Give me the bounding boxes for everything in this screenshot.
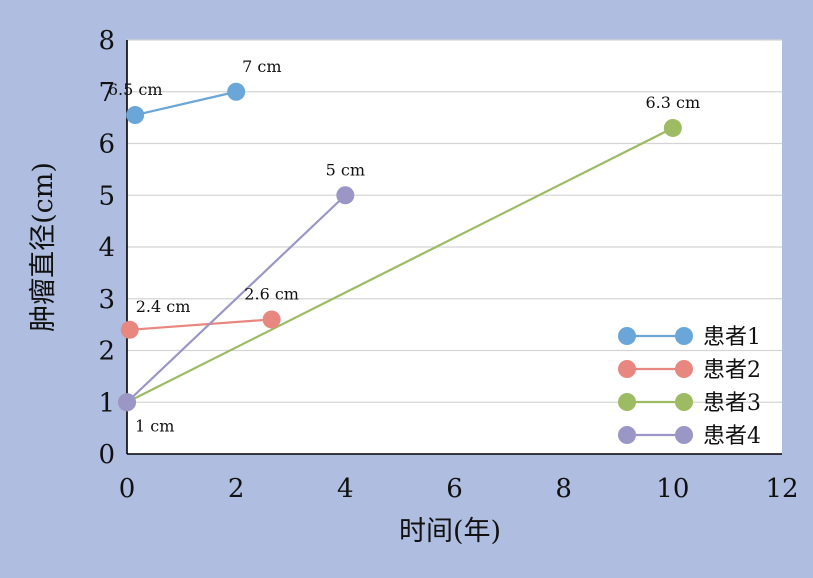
y-tick-label-6: 6 [98, 130, 115, 160]
legend-label-4: 患者4 [703, 424, 761, 449]
series-group [118, 82, 682, 412]
y-tick-label-3: 3 [98, 285, 115, 315]
legend-label-2: 患者2 [703, 358, 761, 383]
legend-marker-end-1 [675, 327, 693, 345]
y-tick-label-1: 1 [98, 388, 115, 418]
data-label-s4-2: 5 cm [326, 160, 365, 179]
data-labels: 6.5 cm 7 cm 2.4 cm 2.6 cm 6.3 cm 1 cm 5 cm [108, 57, 700, 436]
legend-marker-end-2 [675, 360, 693, 378]
data-point-s4-2 [336, 186, 355, 205]
x-tick-label-0: 0 [119, 474, 136, 504]
x-tick-label-6: 6 [446, 474, 463, 504]
y-tick-label-8: 8 [98, 26, 115, 56]
data-point-s4-1 [118, 393, 136, 412]
x-tick-label-2: 2 [228, 474, 245, 504]
x-tick-label-10: 10 [656, 474, 689, 504]
data-label-s2-2: 2.6 cm [244, 284, 299, 303]
legend-item-1: 患者1 [618, 325, 761, 350]
x-tick-label-4: 4 [337, 474, 354, 504]
legend-label-1: 患者1 [703, 325, 761, 350]
y-tick-label-0: 0 [98, 440, 115, 470]
x-tick-label-8: 8 [555, 474, 572, 504]
y-tick-label-2: 2 [98, 337, 115, 367]
y-tick-label-7: 7 [98, 78, 115, 108]
legend-item-3: 患者3 [618, 391, 761, 416]
data-label-s3-2: 6.3 cm [645, 93, 700, 112]
series-line-3 [126, 126, 674, 404]
y-axis-title: 肿瘤直径(cm) [28, 162, 59, 332]
legend-label-3: 患者3 [703, 391, 761, 416]
series-line-4 [126, 194, 347, 404]
y-tick-label-5: 5 [98, 181, 115, 211]
data-point-s1-1 [126, 106, 145, 125]
legend-marker-start-4 [618, 426, 636, 444]
data-label-s4-1: 1 cm [135, 416, 174, 435]
legend-marker-end-4 [675, 426, 693, 444]
x-axis-title: 时间(年) [399, 516, 501, 547]
data-point-s2-1 [120, 320, 139, 339]
x-tick-label-12: 12 [765, 474, 798, 504]
data-label-s2-1: 2.4 cm [136, 297, 191, 316]
legend-marker-end-3 [675, 393, 693, 411]
legend-item-4: 患者4 [618, 424, 761, 449]
data-label-s1-1: 6.5 cm [108, 80, 163, 99]
data-point-s3-2 [663, 118, 682, 137]
legend-marker-start-1 [618, 327, 636, 345]
y-tick-label-4: 4 [98, 233, 115, 263]
legend-marker-start-2 [618, 360, 636, 378]
series-line-2 [129, 318, 272, 331]
legend-item-2: 患者2 [618, 358, 761, 383]
legend: 患者1 患者2 患者3 患者4 [618, 325, 761, 449]
data-point-s2-2 [262, 310, 281, 329]
data-label-s1-2: 7 cm [242, 57, 281, 76]
data-point-s1-2 [227, 82, 246, 101]
series-line-1 [134, 90, 237, 117]
legend-marker-start-3 [618, 393, 636, 411]
